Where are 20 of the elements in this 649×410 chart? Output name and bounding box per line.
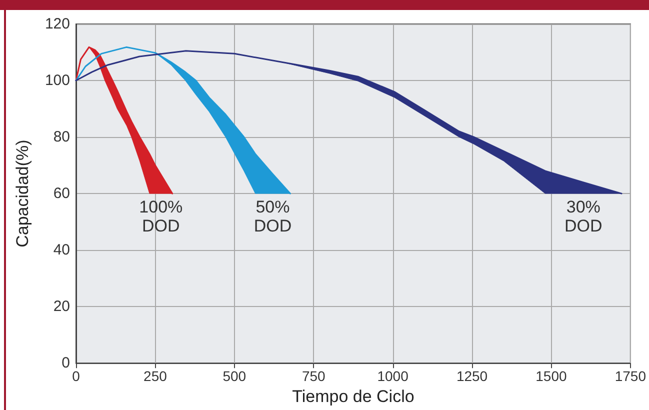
x-tick-label: 750 — [302, 368, 326, 384]
y-tick-label: 120 — [44, 16, 70, 32]
y-axis-title: Capacidad(%) — [13, 140, 32, 248]
y-tick-label: 60 — [53, 185, 70, 202]
x-tick-label: 1500 — [536, 368, 568, 384]
x-axis-title: Tiempo de Ciclo — [292, 387, 414, 406]
annotation: 50% DOD — [254, 198, 292, 236]
x-tick-label: 1750 — [614, 368, 646, 384]
y-tick-label: 0 — [62, 354, 70, 372]
x-tick-label: 1000 — [377, 368, 409, 384]
y-tick-label: 40 — [53, 242, 70, 259]
y-tick-label: 100 — [44, 72, 70, 90]
x-tick-label: 250 — [144, 368, 168, 384]
x-tick-label: 500 — [222, 368, 246, 384]
y-tick-label: 20 — [53, 298, 70, 316]
annotation: 30% DOD — [564, 198, 602, 236]
y-tick-label: 80 — [53, 128, 70, 146]
annotation: 100% DOD — [139, 198, 183, 236]
x-tick-label: 1250 — [456, 368, 488, 384]
x-tick-label: 0 — [72, 368, 80, 384]
